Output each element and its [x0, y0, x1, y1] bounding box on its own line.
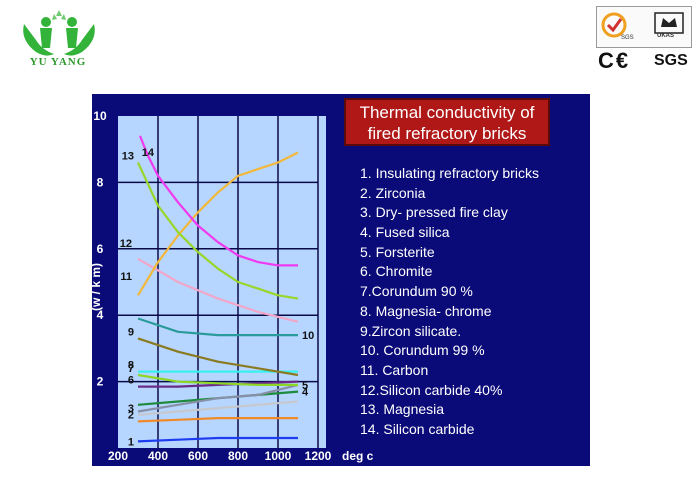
series-line-7 [137, 373, 298, 386]
y-tick-label: 10 [93, 109, 107, 123]
series-label-2: 2 [128, 409, 134, 421]
series-label-14: 14 [142, 147, 155, 159]
series-label-12: 12 [120, 238, 132, 250]
legend-item: 9.Zircon silicate. [360, 322, 462, 339]
series-line-13 [137, 162, 299, 300]
y-tick-label: 4 [97, 308, 104, 322]
x-tick-label: 400 [148, 449, 168, 463]
series-line-3 [137, 400, 299, 416]
sgs-seal-icon [601, 12, 627, 38]
green-figures-logo-icon [23, 10, 95, 56]
series-label-11: 11 [120, 271, 132, 283]
legend-item: 12.Silicon carbide 40% [360, 381, 503, 398]
series-line-14 [138, 135, 298, 267]
legend-item: 6. Chromite [360, 263, 433, 280]
y-tick-label: 8 [97, 175, 104, 189]
x-tick-label: 200 [108, 449, 128, 463]
chart-legend: 1. Insulating refractory bricks 2. Zircon… [360, 164, 539, 440]
legend-item: 14. Silicon carbide [360, 420, 475, 437]
series-label-8: 8 [128, 360, 134, 372]
chart-title: Thermal conductivity of fired refractory… [344, 98, 550, 146]
ukas-caption: UKAS [657, 33, 675, 39]
legend-item: 10. Corundum 99 % [360, 342, 485, 359]
x-tick-label: 1000 [265, 449, 292, 463]
ce-mark: C€ [598, 48, 631, 73]
series-label-10: 10 [302, 330, 314, 342]
legend-item: 2. Zirconia [360, 184, 426, 201]
brand-name: YU YANG [29, 56, 87, 68]
legend-item: 1. Insulating refractory bricks [360, 165, 539, 181]
sgs-mark: SGS [654, 52, 688, 69]
sgs-caption: SGS [621, 35, 634, 41]
series-label-4: 4 [302, 387, 309, 399]
series-line-1 [137, 436, 298, 443]
x-tick-label: 1200 [305, 449, 332, 463]
series-line-10 [137, 317, 298, 337]
series-line-6 [138, 380, 299, 388]
series-lines [137, 135, 299, 443]
x-tick-labels: 200 400 600 800 1000 1200 [108, 449, 332, 463]
series-line-11 [137, 257, 299, 323]
y-tick-label: 6 [97, 242, 104, 256]
legend-item: 5. Forsterite [360, 243, 435, 260]
series-label-7: 7 [128, 363, 134, 375]
legend-item: 11. Carbon [360, 361, 429, 378]
brand-logo [14, 6, 104, 72]
certification-badges: SGS UKAS [596, 6, 692, 48]
series-label-13: 13 [122, 150, 134, 162]
x-tick-label: 800 [228, 449, 248, 463]
series-label-1: 1 [128, 436, 134, 448]
series-label-9: 9 [128, 326, 134, 338]
y-axis-title: (w / k m) [89, 263, 103, 311]
series-line-5 [137, 383, 299, 413]
series-line-12 [137, 151, 299, 296]
series-line-2 [137, 417, 298, 423]
x-axis-title: deg c [342, 449, 374, 463]
ukas-crown-icon [654, 12, 684, 34]
legend-item: 7.Corundum 90 % [360, 283, 473, 300]
series-label-6: 6 [128, 375, 134, 387]
y-tick-labels: 2 4 6 8 10 [93, 109, 107, 389]
series-label-5: 5 [302, 380, 308, 392]
series-line-9 [137, 337, 299, 377]
legend-item: 8. Magnesia- chrome [360, 302, 492, 319]
x-tick-label: 600 [188, 449, 208, 463]
legend-item: 3. Dry- pressed fire clay [360, 204, 508, 221]
legend-item: 13. Magnesia [360, 401, 445, 418]
y-tick-label: 2 [97, 375, 104, 389]
series-label-3: 3 [128, 403, 134, 415]
legend-item: 4. Fused silica [360, 224, 450, 241]
